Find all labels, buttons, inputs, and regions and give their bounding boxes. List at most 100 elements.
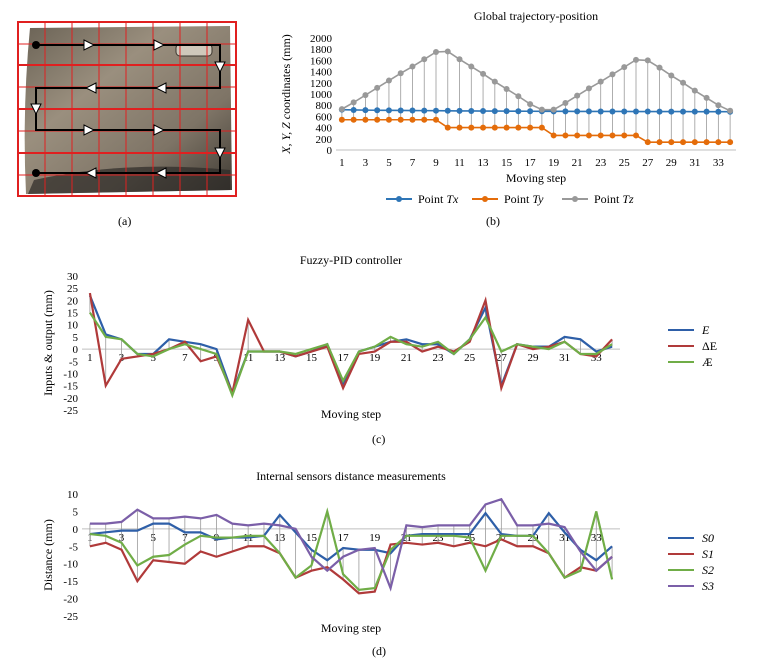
- x-tick-label: 19: [548, 157, 560, 169]
- x-tick-label: 7: [410, 157, 416, 169]
- y-tick-label: -15: [63, 576, 78, 588]
- data-point: [468, 63, 475, 70]
- x-tick-label: 13: [274, 352, 286, 364]
- data-point: [633, 132, 639, 139]
- x-tick-label: 33: [713, 157, 725, 169]
- data-point: [656, 108, 663, 115]
- data-point: [715, 102, 722, 109]
- y-tick-label: 1800: [310, 44, 333, 56]
- x-tick-label: 19: [369, 352, 381, 364]
- data-point: [574, 108, 581, 115]
- x-tick-label: 21: [572, 157, 583, 169]
- y-tick-label: 0: [327, 145, 333, 157]
- legend-item-e: E: [668, 322, 717, 338]
- data-point: [691, 87, 698, 94]
- data-point: [421, 116, 428, 123]
- chart-title: Fuzzy-PID controller: [300, 253, 402, 267]
- x-tick-label: 9: [433, 157, 439, 169]
- chart-sensor-distance: Internal sensors distance measurements -2…: [41, 469, 620, 635]
- data-point: [644, 108, 651, 115]
- chart-title: Internal sensors distance measurements: [256, 469, 446, 483]
- y-tick-label: 10: [67, 489, 79, 501]
- data-point: [538, 106, 545, 113]
- path-start-icon: [32, 41, 40, 49]
- x-tick-label: 5: [150, 352, 156, 364]
- data-point: [421, 107, 428, 114]
- y-tick-label: -20: [63, 393, 78, 405]
- x-tick-label: 31: [559, 352, 570, 364]
- legend-label-part: Point: [418, 192, 446, 206]
- data-point: [680, 108, 687, 115]
- x-tick-label: 29: [527, 352, 539, 364]
- legend-label: Point Ty: [504, 192, 544, 206]
- y-tick-label: -5: [69, 541, 79, 553]
- data-point: [621, 108, 628, 115]
- data-point: [597, 132, 604, 139]
- caption-b: (b): [486, 214, 500, 228]
- y-tick-label: 0: [73, 524, 79, 536]
- x-tick-label: 1: [87, 352, 93, 364]
- legend-item-s3: S3: [668, 578, 714, 594]
- data-point: [585, 132, 592, 139]
- data-point: [515, 108, 522, 115]
- legend-marker: [482, 196, 488, 202]
- y-tick-label: 25: [67, 283, 79, 295]
- legend-label-part: Tx: [446, 192, 459, 206]
- y-tick-label: 30: [67, 271, 79, 283]
- data-point: [633, 56, 639, 63]
- data-point: [350, 99, 357, 106]
- path-end-icon: [32, 169, 40, 177]
- legend-marker: [396, 196, 402, 202]
- data-point: [409, 63, 416, 70]
- data-point: [727, 107, 734, 114]
- x-tick-label: 23: [433, 352, 445, 364]
- data-point: [668, 139, 675, 146]
- data-point: [644, 139, 651, 146]
- door-grid-path-image: [17, 21, 237, 197]
- x-tick-label: 25: [464, 352, 476, 364]
- y-tick-label: 1200: [310, 78, 333, 90]
- x-tick-label: 17: [525, 157, 537, 169]
- chart-title: Global trajectory-position: [474, 9, 598, 23]
- x-tick-label: 11: [243, 352, 254, 364]
- data-point: [480, 124, 487, 131]
- data-point: [691, 108, 698, 115]
- data-point: [385, 77, 392, 84]
- x-tick-label: 31: [689, 157, 700, 169]
- data-point: [444, 124, 451, 131]
- x-axis-title: Moving step: [321, 621, 381, 635]
- x-tick-label: 11: [454, 157, 465, 169]
- data-point: [409, 107, 416, 114]
- data-point: [656, 64, 663, 71]
- data-point: [374, 116, 381, 123]
- data-point: [456, 107, 463, 114]
- data-point: [656, 139, 663, 146]
- legend-item-delta-e: ΔE: [668, 338, 717, 354]
- data-point: [397, 116, 404, 123]
- data-point: [538, 124, 545, 131]
- data-point: [668, 108, 675, 115]
- x-tick-label: 27: [642, 157, 654, 169]
- y-tick-label: -25: [63, 405, 78, 417]
- data-point: [609, 71, 616, 78]
- y-axis-title: Distance (mm): [41, 519, 55, 591]
- data-point: [727, 139, 734, 146]
- data-point: [480, 108, 487, 115]
- data-point: [338, 116, 345, 123]
- data-point: [515, 93, 522, 100]
- data-point: [397, 70, 404, 77]
- data-point: [480, 70, 487, 77]
- y-tick-label: 10: [67, 320, 79, 332]
- data-point: [562, 108, 569, 115]
- data-point: [433, 107, 439, 114]
- legend-label: Point Tx: [418, 192, 459, 206]
- data-point: [444, 107, 451, 114]
- legend-label-part: Ty: [532, 192, 544, 206]
- x-axis-title: Moving step: [321, 407, 381, 421]
- data-point: [362, 116, 369, 123]
- data-point: [433, 49, 439, 55]
- y-tick-label: -10: [63, 559, 78, 571]
- data-point: [503, 124, 510, 131]
- y-tick-label: -15: [63, 381, 78, 393]
- y-axis-title-part: oordinates (mm): [279, 34, 293, 114]
